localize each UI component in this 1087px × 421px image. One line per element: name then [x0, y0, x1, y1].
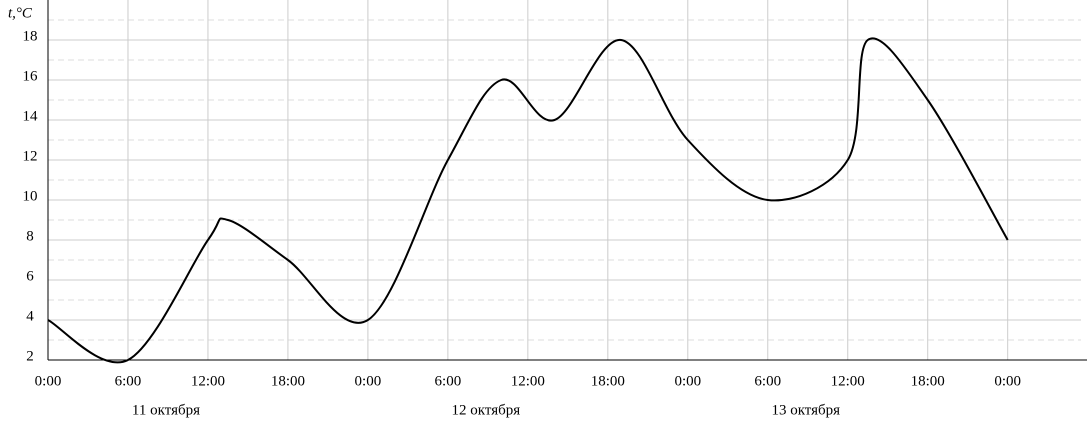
- x-tick-label: 0:00: [355, 373, 382, 389]
- x-tick-label: 6:00: [754, 373, 781, 389]
- y-tick-label: 2: [26, 348, 34, 364]
- y-tick-label: 10: [23, 188, 38, 204]
- x-tick-label: 18:00: [271, 373, 305, 389]
- y-tick-label: 18: [23, 28, 38, 44]
- y-tick-label: 14: [23, 108, 39, 124]
- y-tick-label: 4: [26, 308, 34, 324]
- x-tick-label: 0:00: [674, 373, 701, 389]
- x-tick-label: 12:00: [511, 373, 545, 389]
- x-tick-label: 18:00: [591, 373, 625, 389]
- x-tick-label: 0:00: [994, 373, 1021, 389]
- x-tick-label: 12:00: [191, 373, 225, 389]
- x-tick-label: 18:00: [911, 373, 945, 389]
- x-tick-label: 6:00: [115, 373, 142, 389]
- day-label: 13 октября: [771, 402, 840, 418]
- y-axis-label: t,°C: [8, 5, 33, 21]
- x-tick-label: 12:00: [831, 373, 865, 389]
- day-label: 12 октября: [452, 402, 521, 418]
- x-tick-label: 0:00: [35, 373, 62, 389]
- x-tick-label: 6:00: [435, 373, 462, 389]
- y-tick-label: 8: [26, 228, 34, 244]
- y-tick-label: 12: [23, 148, 38, 164]
- y-tick-label: 6: [26, 268, 34, 284]
- y-tick-label: 16: [23, 68, 39, 84]
- day-label: 11 октября: [132, 402, 200, 418]
- temperature-line: [47, 37, 1009, 364]
